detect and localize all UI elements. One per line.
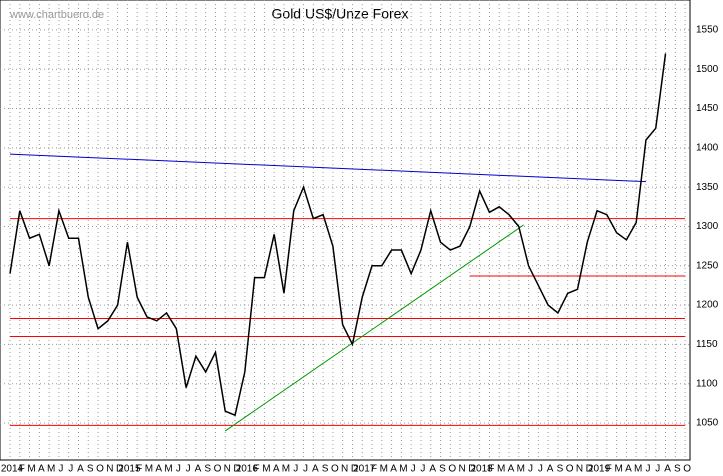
x-tick-label: O xyxy=(96,464,104,475)
x-tick-label: J xyxy=(58,464,63,475)
x-tick-label: M xyxy=(27,464,35,475)
x-tick-label: A xyxy=(664,464,671,475)
x-tick-label: N xyxy=(106,464,113,475)
y-tick-label: 1500 xyxy=(696,64,719,75)
x-tick-label: M xyxy=(145,464,153,475)
price-line xyxy=(9,53,667,417)
x-tick-label: M xyxy=(399,464,407,475)
x-tick-label: J xyxy=(68,464,73,475)
x-tick-label: M xyxy=(517,464,525,475)
y-tick-label: 1200 xyxy=(696,300,719,311)
x-tick-label: M xyxy=(282,464,290,475)
x-tick-label: A xyxy=(625,464,632,475)
x-tick-label: A xyxy=(312,464,319,475)
x-tick-label: F xyxy=(606,464,612,475)
x-tick-label: M xyxy=(614,464,622,475)
x-tick-label: D xyxy=(468,464,475,475)
x-tick-label: A xyxy=(273,464,280,475)
watermark: www.chartbuero.de xyxy=(9,9,104,21)
x-tick-label: A xyxy=(508,464,515,475)
x-tick-label: D xyxy=(233,464,240,475)
x-tick-label: 2014 xyxy=(1,464,24,475)
x-tick-label: J xyxy=(420,464,425,475)
y-tick-label: 1250 xyxy=(696,260,719,271)
x-tick-label: S xyxy=(322,464,329,475)
x-tick-label: M xyxy=(380,464,388,475)
y-tick-label: 1550 xyxy=(696,25,719,36)
y-tick-label: 1150 xyxy=(696,339,718,350)
x-tick-label: A xyxy=(77,464,84,475)
x-tick-label: M xyxy=(497,464,505,475)
x-tick-label: A xyxy=(155,464,162,475)
y-tick-label: 1400 xyxy=(696,142,719,153)
x-tick-label: N xyxy=(576,464,583,475)
x-tick-label: O xyxy=(448,464,456,475)
x-tick-label: 2017 xyxy=(353,464,376,475)
x-tick-label: M xyxy=(634,464,642,475)
x-tick-label: J xyxy=(538,464,543,475)
x-tick-label: O xyxy=(331,464,339,475)
x-tick-label: A xyxy=(429,464,436,475)
x-tick-label: S xyxy=(87,464,94,475)
x-tick-label: J xyxy=(655,464,660,475)
x-tick-label: S xyxy=(204,464,211,475)
x-tick-label: 2019 xyxy=(588,464,611,475)
support-line xyxy=(224,224,524,432)
x-tick-label: O xyxy=(566,464,574,475)
x-tick-label: A xyxy=(390,464,397,475)
x-tick-label: N xyxy=(224,464,231,475)
x-tick-label: S xyxy=(674,464,681,475)
y-tick-label: 1350 xyxy=(696,182,719,193)
x-tick-label: O xyxy=(683,464,691,475)
x-tick-label: A xyxy=(38,464,45,475)
y-tick-label: 1100 xyxy=(696,378,718,389)
x-tick-label: S xyxy=(439,464,446,475)
x-tick-label: 2018 xyxy=(471,464,494,475)
x-tick-label: D xyxy=(351,464,358,475)
chart-title: Gold US$/Unze Forex xyxy=(272,6,409,22)
x-tick-label: N xyxy=(341,464,348,475)
x-tick-label: 2015 xyxy=(118,464,141,475)
x-tick-label: 2016 xyxy=(236,464,259,475)
x-tick-label: A xyxy=(547,464,554,475)
x-tick-label: N xyxy=(458,464,465,475)
x-tick-label: J xyxy=(645,464,650,475)
x-tick-label: F xyxy=(254,464,260,475)
x-tick-label: J xyxy=(303,464,308,475)
x-tick-label: J xyxy=(186,464,191,475)
y-tick-label: 1450 xyxy=(696,103,719,114)
x-tick-label: J xyxy=(293,464,298,475)
x-tick-label: F xyxy=(488,464,494,475)
x-tick-label: J xyxy=(176,464,181,475)
y-tick-label: 1050 xyxy=(696,418,719,429)
x-tick-label: S xyxy=(557,464,564,475)
x-tick-label: F xyxy=(19,464,25,475)
x-tick-label: D xyxy=(116,464,123,475)
x-tick-label: O xyxy=(214,464,222,475)
y-tick-label: 1300 xyxy=(696,221,719,232)
x-tick-label: M xyxy=(262,464,270,475)
x-tick-label: D xyxy=(586,464,593,475)
x-tick-label: F xyxy=(371,464,377,475)
x-tick-label: F xyxy=(136,464,142,475)
x-tick-label: M xyxy=(164,464,172,475)
x-tick-label: M xyxy=(47,464,55,475)
x-tick-label: J xyxy=(528,464,533,475)
support-line xyxy=(9,153,646,183)
x-tick-label: A xyxy=(195,464,202,475)
x-tick-label: J xyxy=(411,464,416,475)
